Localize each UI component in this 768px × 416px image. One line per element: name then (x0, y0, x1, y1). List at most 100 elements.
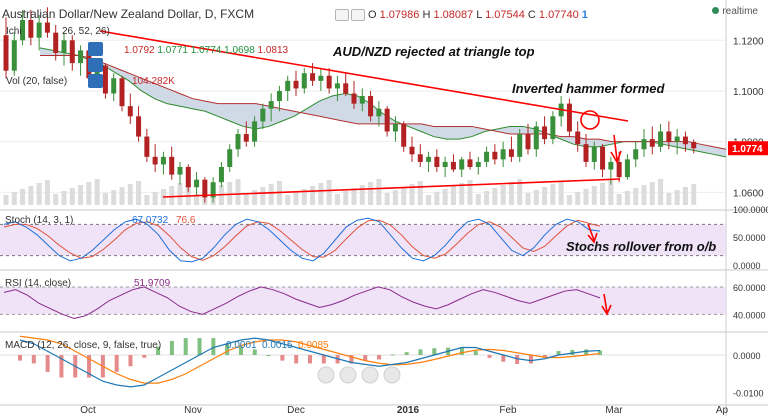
volume-bar (227, 182, 233, 205)
volume-bar (102, 193, 108, 205)
macd-histogram-bar (238, 346, 243, 355)
volume-bar (119, 187, 125, 205)
candle-body (484, 151, 490, 162)
volume-bar (285, 195, 291, 205)
candle-body (53, 32, 59, 53)
volume-bar (666, 193, 672, 205)
volume-bar (616, 194, 622, 205)
low-value: 1.07544 (485, 9, 525, 21)
macd-histogram-bar (87, 355, 92, 378)
volume-bar (28, 186, 34, 205)
macd-histogram-bar (211, 338, 216, 355)
candle-body (691, 141, 697, 149)
volume-bar (484, 191, 490, 205)
volume-bar (111, 190, 117, 205)
macd-histogram-bar (142, 355, 147, 358)
volume-bar (185, 180, 191, 205)
macd-histogram-bar (169, 340, 174, 355)
volume-bar (624, 191, 630, 205)
candle-body (450, 161, 456, 170)
volume-bar (343, 191, 349, 205)
candle-body (152, 156, 158, 165)
macd-histogram-bar (501, 355, 506, 362)
visibility-toggle-icon[interactable] (88, 42, 103, 56)
visibility-toggle-icon-3[interactable] (88, 74, 103, 88)
candle-body (508, 149, 514, 157)
volume-bar (136, 181, 142, 205)
volume-bar (11, 192, 17, 205)
macd-histogram-bar (18, 355, 22, 361)
volume-bar (144, 195, 150, 205)
candle-body (111, 78, 117, 94)
candle-body (285, 80, 291, 91)
nav-play-icon[interactable] (361, 366, 379, 384)
volume-bar (78, 185, 84, 205)
x-axis-label: Nov (184, 405, 202, 416)
visibility-toggle-icon-2[interactable] (88, 58, 103, 72)
volume-bar (434, 192, 440, 205)
candle-body (243, 134, 249, 142)
macd-line (19, 337, 601, 388)
macd-histogram-bar (156, 346, 161, 355)
volume-bar (392, 190, 398, 205)
candle-body (426, 156, 432, 162)
macd-label: MACD (12, 26, close, 9, false, true) (5, 340, 161, 351)
annotation-hammer-text: Inverted hammer formed (512, 81, 665, 96)
candle-body (61, 40, 67, 53)
volume-bar (359, 185, 365, 205)
realtime-dot-icon (712, 7, 720, 14)
candle-body (624, 159, 630, 178)
down-arrow-stoch (587, 223, 595, 241)
candle-body (169, 156, 175, 175)
macd-histogram-bar (598, 350, 602, 355)
nav-reset-icon[interactable] (339, 366, 357, 384)
volume-bar (583, 189, 589, 205)
volume-bar (44, 180, 50, 205)
macd-histogram-bar (418, 349, 423, 355)
close-value: 1.07740 (538, 9, 579, 21)
volume-bar (566, 195, 572, 205)
volume-bar (442, 189, 448, 205)
macd-histogram-bar (473, 351, 478, 355)
volume-bar (633, 188, 639, 205)
volume-bar (542, 187, 548, 205)
nav-right-icon[interactable] (383, 366, 401, 384)
volume-value: 104.282K (132, 76, 175, 87)
volume-bar (293, 192, 299, 205)
macd-histogram-bar (515, 355, 520, 364)
nav-left-icon[interactable] (317, 366, 335, 384)
chart-options-icon[interactable] (335, 9, 349, 21)
stoch-d-line (3, 219, 601, 261)
volume-bar (310, 186, 316, 205)
candle-body (202, 179, 208, 198)
macd-histogram-bar (308, 355, 312, 364)
volume-bar (508, 182, 514, 205)
volume-bar (600, 183, 606, 205)
settings-icon[interactable] (351, 9, 365, 21)
volume-bar (682, 187, 688, 205)
macd-histogram-bar (45, 355, 50, 372)
candle-body (583, 144, 589, 162)
x-axis-label: Mar (605, 405, 623, 416)
down-arrow-rsi (603, 293, 608, 313)
macd-histogram-bar (404, 352, 409, 355)
candle-body (658, 131, 664, 147)
volume-bar (61, 191, 67, 205)
price-axis-label: 1.1200 (733, 36, 764, 47)
volume-bar (86, 182, 92, 205)
volume-bar (127, 184, 133, 205)
candle-body (459, 159, 465, 170)
candle-body (301, 73, 307, 89)
candle-body (401, 123, 407, 147)
candle-body (36, 22, 42, 38)
rsi-label: RSI (14, close) (5, 278, 71, 289)
candle-body (550, 116, 556, 140)
volume-bar (243, 193, 249, 205)
volume-bar (384, 193, 390, 205)
candle-body (218, 166, 224, 183)
volume-bar (533, 190, 539, 205)
rsi-axis-label: 40.0000 (733, 310, 766, 320)
candle-body (177, 166, 183, 175)
